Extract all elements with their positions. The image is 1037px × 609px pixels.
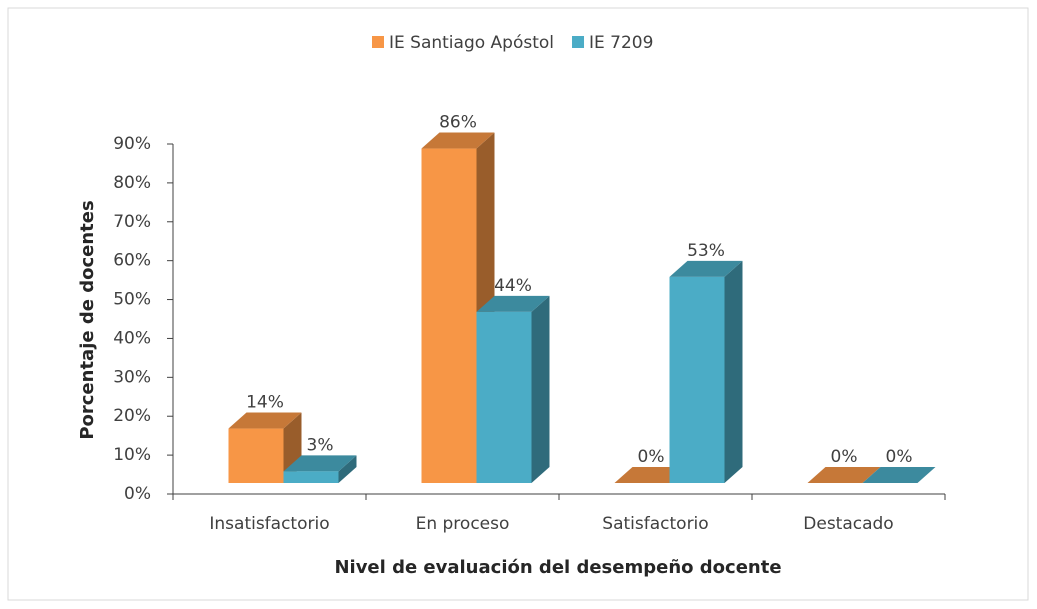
bar-top <box>283 455 357 472</box>
y-tick-label: 90% <box>113 134 151 154</box>
y-tick-label: 20% <box>113 406 151 426</box>
y-tick-label: 60% <box>113 251 151 271</box>
bar <box>669 276 725 483</box>
value-label: 86% <box>439 113 477 133</box>
y-tick-label: 50% <box>113 290 151 310</box>
bar-top <box>669 260 743 277</box>
x-tick-label: Insatisfactorio <box>209 514 329 534</box>
bar-side <box>724 260 743 483</box>
bar <box>283 471 339 483</box>
y-tick-label: 30% <box>113 367 151 387</box>
y-tick-label: 40% <box>113 328 151 348</box>
x-axis-title: Nivel de evaluación del desempeño docent… <box>334 557 781 578</box>
y-tick-label: 80% <box>113 173 151 193</box>
legend-label: IE Santiago Apóstol <box>389 33 554 53</box>
value-label: 3% <box>307 435 334 455</box>
x-tick-label: Destacado <box>803 514 893 534</box>
y-tick-label: 10% <box>113 445 151 465</box>
bar-top <box>807 467 881 483</box>
bar <box>476 311 532 483</box>
legend-swatch <box>572 36 585 48</box>
bar <box>228 428 284 483</box>
bar-top <box>228 412 302 429</box>
x-tick-label: Satisfactorio <box>602 514 708 534</box>
value-label: 44% <box>494 276 532 296</box>
y-tick-label: 70% <box>113 212 151 232</box>
value-label: 0% <box>638 447 665 467</box>
bar-top <box>614 467 688 483</box>
value-label: 0% <box>886 447 913 467</box>
bar-top <box>476 295 550 312</box>
legend-swatch <box>372 36 384 48</box>
y-tick-label: 0% <box>124 484 151 504</box>
x-tick-label: En proceso <box>416 514 510 534</box>
bar-side <box>531 295 550 483</box>
bar-top <box>862 467 936 483</box>
bar <box>421 148 477 484</box>
value-label: 53% <box>687 241 725 261</box>
legend-label: IE 7209 <box>589 33 653 53</box>
bar-side <box>338 455 357 483</box>
y-axis-title: Porcentaje de docentes <box>77 200 98 439</box>
value-label: 14% <box>246 393 284 413</box>
bar-top <box>421 132 495 149</box>
value-label: 0% <box>831 447 858 467</box>
